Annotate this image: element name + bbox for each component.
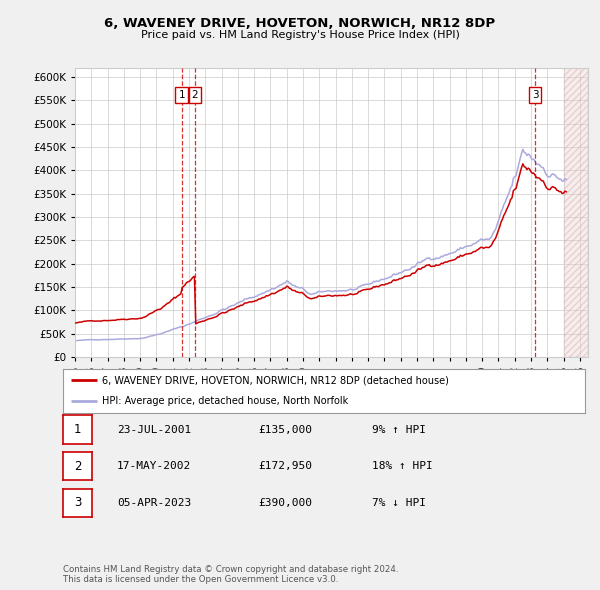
Text: HPI: Average price, detached house, North Norfolk: HPI: Average price, detached house, Nort… [102, 396, 349, 407]
Text: 1: 1 [74, 423, 81, 436]
Text: £390,000: £390,000 [258, 498, 312, 507]
Text: 17-MAY-2002: 17-MAY-2002 [117, 461, 191, 471]
Text: 2: 2 [74, 460, 81, 473]
Text: Contains HM Land Registry data © Crown copyright and database right 2024.
This d: Contains HM Land Registry data © Crown c… [63, 565, 398, 584]
Text: 1: 1 [178, 90, 185, 100]
Text: 6, WAVENEY DRIVE, HOVETON, NORWICH, NR12 8DP (detached house): 6, WAVENEY DRIVE, HOVETON, NORWICH, NR12… [102, 375, 449, 385]
Text: 9% ↑ HPI: 9% ↑ HPI [372, 425, 426, 434]
Text: £172,950: £172,950 [258, 461, 312, 471]
Text: 05-APR-2023: 05-APR-2023 [117, 498, 191, 507]
Text: 23-JUL-2001: 23-JUL-2001 [117, 425, 191, 434]
Text: 7% ↓ HPI: 7% ↓ HPI [372, 498, 426, 507]
Text: 2: 2 [192, 90, 199, 100]
Text: 3: 3 [74, 496, 81, 509]
Text: 3: 3 [532, 90, 539, 100]
Text: £135,000: £135,000 [258, 425, 312, 434]
Text: 6, WAVENEY DRIVE, HOVETON, NORWICH, NR12 8DP: 6, WAVENEY DRIVE, HOVETON, NORWICH, NR12… [104, 17, 496, 30]
Text: 18% ↑ HPI: 18% ↑ HPI [372, 461, 433, 471]
Text: Price paid vs. HM Land Registry's House Price Index (HPI): Price paid vs. HM Land Registry's House … [140, 30, 460, 40]
